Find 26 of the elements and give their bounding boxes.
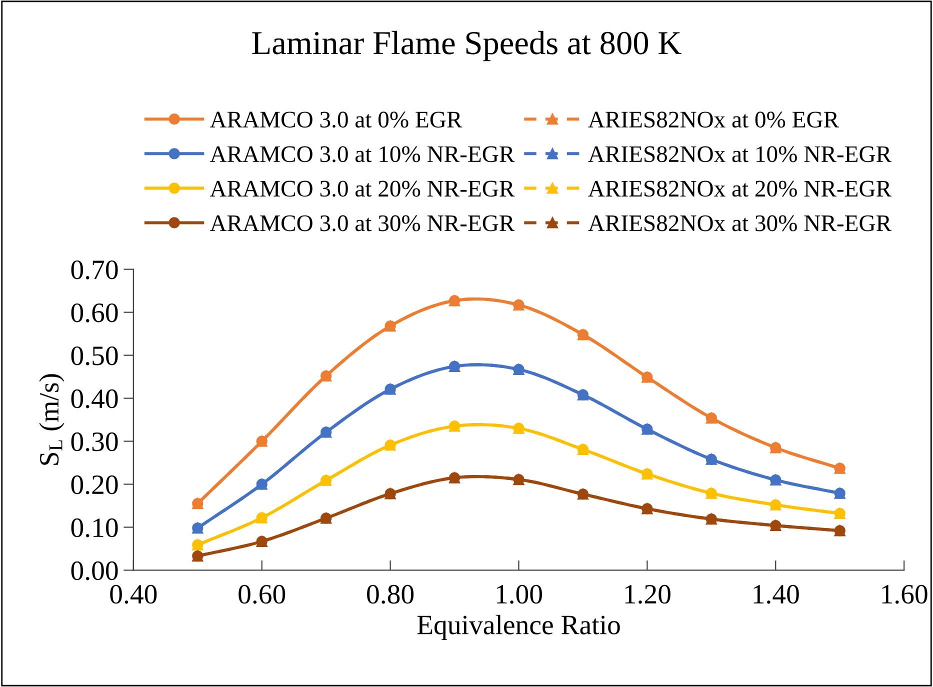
legend-label: ARAMCO 3.0 at 0% EGR <box>210 112 462 128</box>
y-axis-title: S$_{L}$ (m/s) <box>39 374 64 465</box>
y-tick-label: 0.20 <box>71 475 118 494</box>
y-tick-label: 0.50 <box>71 346 118 366</box>
chart-title: Laminar Flame Speeds at 800 K <box>252 30 682 62</box>
legend-label: ARIES82NOx at 30% NR-EGR <box>588 215 892 232</box>
y-tick-label: 0.60 <box>71 303 118 322</box>
x-tick-label: 1.60 <box>882 584 928 604</box>
legend-label: ARAMCO 3.0 at 30% NR-EGR <box>210 215 515 232</box>
x-tick-label: 1.00 <box>496 584 542 604</box>
x-tick-label: 0.40 <box>110 584 157 604</box>
legend-label: ARAMCO 3.0 at 20% NR-EGR <box>210 180 515 197</box>
legend-label: ARIES82NOx at 0% EGR <box>588 112 840 128</box>
legend-label: ARIES82NOx at 20% NR-EGR <box>588 180 892 197</box>
y-tick-label: 0.40 <box>71 389 118 408</box>
y-tick-label: 0.70 <box>71 260 118 280</box>
y-tick-label: 0.10 <box>71 518 118 538</box>
y-tick-label: 0.00 <box>71 561 118 580</box>
legend-label: ARIES82NOx at 10% NR-EGR <box>588 146 892 162</box>
x-tick-label: 0.80 <box>367 584 414 604</box>
x-tick-label: 0.60 <box>238 584 286 604</box>
x-tick-label: 1.20 <box>625 584 670 604</box>
legend-label: ARAMCO 3.0 at 10% NR-EGR <box>210 146 515 162</box>
x-axis-title: Equivalence Ratio <box>417 614 620 640</box>
x-tick-label: 1.40 <box>754 584 799 604</box>
y-tick-label: 0.30 <box>71 432 118 452</box>
